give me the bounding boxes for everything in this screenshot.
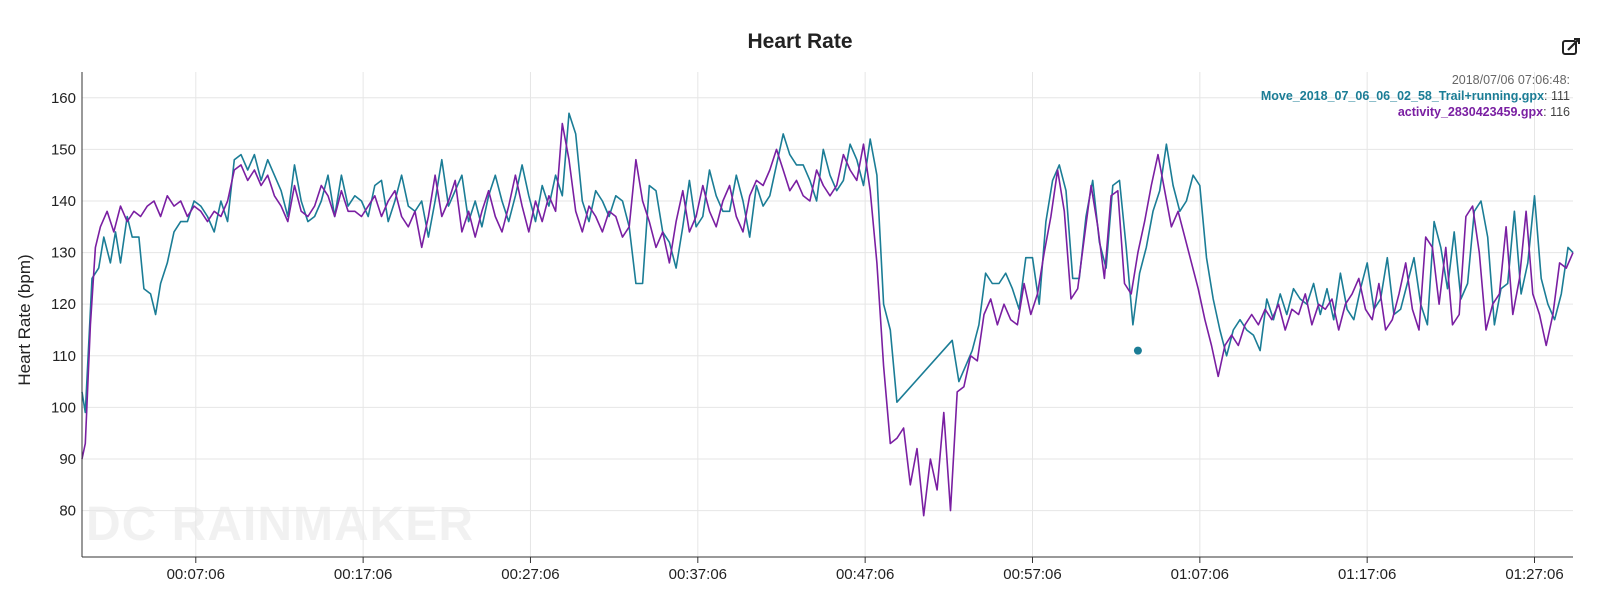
cursor-marker (1133, 346, 1142, 355)
y-tick-label: 110 (52, 348, 76, 365)
x-tick-label: 00:57:06 (1003, 566, 1061, 583)
x-tick-label: 01:17:06 (1338, 566, 1396, 583)
legend-series-1-name: Move_2018_07_06_06_02_58_Trail+running.g… (1261, 89, 1544, 103)
y-tick-label: 80 (59, 503, 76, 520)
y-tick-label: 140 (51, 193, 76, 210)
legend-series-2-value: 116 (1550, 105, 1570, 119)
x-tick-label: 00:47:06 (836, 566, 894, 583)
x-tick-label: 00:27:06 (501, 566, 559, 583)
x-tick-label: 00:07:06 (167, 566, 225, 583)
series-line-1 (81, 112, 1574, 414)
y-axis-ticks: 80 90 100 110 120 130 140 150 160 (51, 90, 76, 520)
y-tick-label: 150 (51, 141, 76, 158)
edit-export-icon[interactable] (1560, 36, 1582, 58)
legend-series-1: Move_2018_07_06_06_02_58_Trail+running.g… (1261, 89, 1570, 103)
y-tick-label: 90 (59, 451, 76, 468)
y-axis-title: Heart Rate (bpm) (15, 254, 34, 385)
series-line-2 (81, 122, 1574, 517)
y-tick-label: 120 (51, 296, 76, 313)
x-tick-label: 01:07:06 (1171, 566, 1229, 583)
y-tick-label: 100 (51, 399, 76, 416)
legend-time: 2018/07/06 07:06:48: (1452, 73, 1570, 87)
chart-title: Heart Rate (747, 30, 853, 53)
legend-series-1-value: 111 (1551, 89, 1570, 103)
legend-series-2-name: activity_2830423459.gpx (1398, 105, 1543, 119)
legend: 2018/07/06 07:06:48: Move_2018_07_06_06_… (1261, 73, 1570, 119)
y-tick-label: 160 (51, 90, 76, 107)
x-tick-label: 00:37:06 (669, 566, 727, 583)
series-layer (81, 112, 1574, 517)
grid (82, 72, 1573, 557)
legend-series-2: activity_2830423459.gpx: 116 (1398, 105, 1570, 119)
y-tick-label: 130 (51, 245, 76, 262)
x-axis-ticks: 00:07:06 00:17:06 00:27:06 00:37:06 00:47:06… (167, 557, 1564, 583)
x-tick-label: 00:17:06 (334, 566, 392, 583)
x-tick-label: 01:27:06 (1505, 566, 1563, 583)
watermark-logo: DC RAINMAKER (86, 498, 474, 551)
